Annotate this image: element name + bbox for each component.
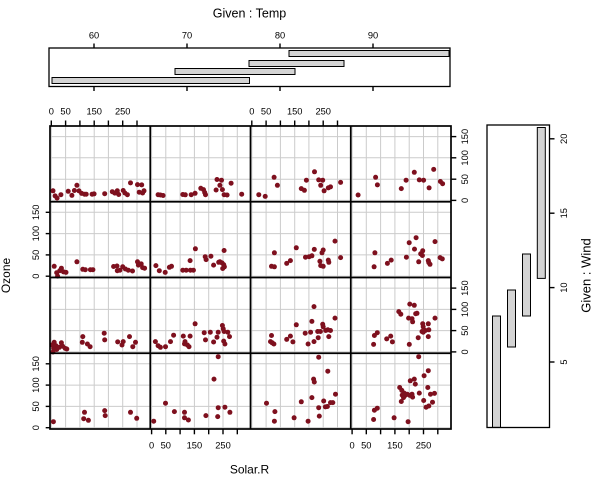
svg-text:Ozone: Ozone: [0, 257, 13, 293]
svg-text:50: 50: [460, 174, 470, 184]
svg-text:150: 150: [86, 107, 102, 117]
svg-text:90: 90: [368, 31, 378, 41]
svg-text:10: 10: [559, 282, 569, 292]
svg-text:Solar.R: Solar.R: [230, 463, 270, 477]
svg-text:150: 150: [287, 107, 303, 117]
svg-text:50: 50: [31, 401, 41, 411]
svg-text:0: 0: [460, 198, 470, 203]
svg-text:80: 80: [275, 31, 285, 41]
svg-text:150: 150: [460, 280, 470, 296]
svg-text:0: 0: [249, 107, 254, 117]
svg-text:250: 250: [416, 441, 432, 451]
svg-text:250: 250: [315, 107, 331, 117]
svg-text:Given : Wind: Given : Wind: [579, 238, 594, 312]
svg-text:50: 50: [161, 441, 171, 451]
svg-text:5: 5: [559, 359, 569, 364]
svg-text:0: 0: [149, 441, 154, 451]
svg-text:150: 150: [460, 129, 470, 145]
svg-text:0: 0: [49, 107, 54, 117]
svg-text:15: 15: [559, 208, 569, 218]
svg-text:250: 250: [215, 441, 231, 451]
svg-text:250: 250: [115, 107, 131, 117]
svg-text:50: 50: [460, 325, 470, 335]
svg-text:0: 0: [350, 441, 355, 451]
svg-text:50: 50: [60, 107, 70, 117]
svg-text:50: 50: [261, 107, 271, 117]
svg-text:100: 100: [31, 226, 41, 242]
svg-text:0: 0: [31, 425, 41, 430]
svg-text:100: 100: [31, 377, 41, 393]
svg-text:60: 60: [89, 31, 99, 41]
svg-text:150: 150: [387, 441, 403, 451]
svg-text:50: 50: [361, 441, 371, 451]
svg-text:100: 100: [460, 302, 470, 318]
svg-text:150: 150: [31, 205, 41, 221]
svg-text:20: 20: [559, 134, 569, 144]
svg-text:0: 0: [460, 349, 470, 354]
svg-text:50: 50: [31, 250, 41, 260]
svg-text:150: 150: [187, 441, 203, 451]
svg-text:70: 70: [182, 31, 192, 41]
svg-text:0: 0: [31, 274, 41, 279]
svg-text:100: 100: [460, 150, 470, 166]
svg-text:Given : Temp: Given : Temp: [213, 7, 286, 21]
svg-text:150: 150: [31, 356, 41, 372]
